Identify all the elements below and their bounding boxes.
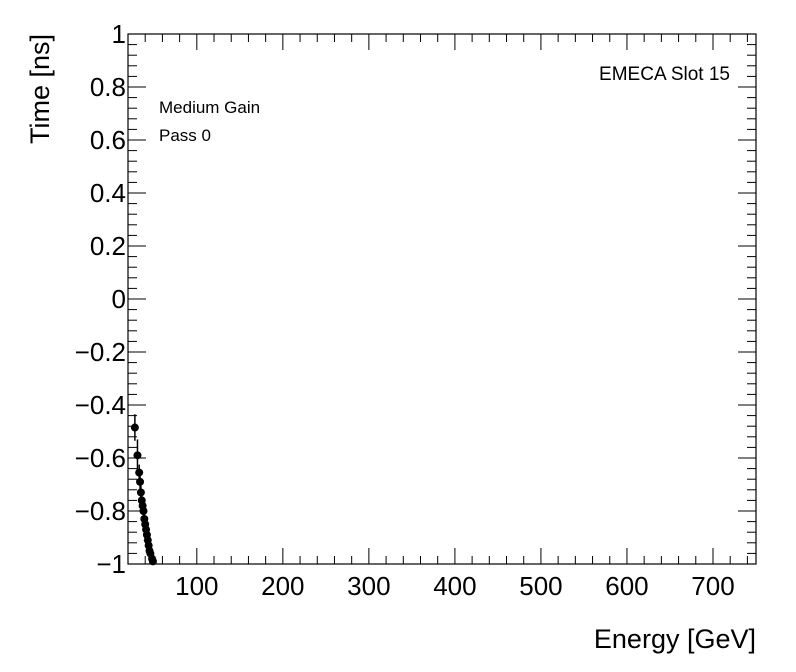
pass-label: Pass 0 <box>159 126 211 145</box>
x-tick-label: 400 <box>433 571 476 601</box>
data-point <box>148 557 157 566</box>
y-tick-label: −0.4 <box>75 390 126 420</box>
data-point <box>133 451 142 460</box>
y-axis-title: Time [ns] <box>25 34 55 144</box>
x-axis-title: Energy [GeV] <box>594 624 756 654</box>
data-points <box>130 414 157 566</box>
data-point <box>136 488 145 497</box>
y-tick-label: −0.2 <box>75 337 126 367</box>
y-tick-label: 0 <box>112 284 126 314</box>
y-tick-label: 0.2 <box>90 231 126 261</box>
x-tick-label: 500 <box>519 571 562 601</box>
y-ticks: −1 −0.8 −0.6 −0.4 −0.2 0 0.2 0.4 0.6 0.8 1 <box>75 19 756 579</box>
x-tick-label: 600 <box>605 571 648 601</box>
x-tick-label: 100 <box>175 571 218 601</box>
gain-label: Medium Gain <box>159 98 260 117</box>
y-tick-label: 0.6 <box>90 125 126 155</box>
y-tick-label: 1 <box>112 19 126 49</box>
data-point <box>136 477 145 486</box>
y-tick-label: 0.4 <box>90 178 126 208</box>
y-tick-label: −0.6 <box>75 443 126 473</box>
x-tick-label: 200 <box>261 571 304 601</box>
y-tick-label: −1 <box>96 549 126 579</box>
x-tick-label: 700 <box>691 571 734 601</box>
x-tick-label: 300 <box>347 571 390 601</box>
y-tick-label: −0.8 <box>75 496 126 526</box>
data-point <box>130 423 139 432</box>
y-tick-label: 0.8 <box>90 72 126 102</box>
data-point <box>139 507 148 515</box>
slot-label: EMECA Slot 15 <box>599 64 730 85</box>
x-ticks: 100 200 300 400 500 600 700 <box>127 34 748 601</box>
data-point <box>135 468 144 477</box>
